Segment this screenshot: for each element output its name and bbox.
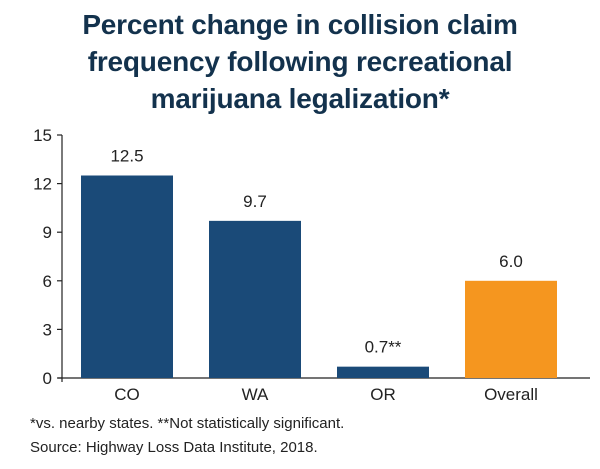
footnote-source: Source: Highway Loss Data Institute, 201… <box>30 439 318 456</box>
chart-title-line-2: frequency following recreational <box>87 46 513 77</box>
data-label: 9.7 <box>243 192 267 211</box>
bar-overall <box>465 280 557 378</box>
data-label: 6.0 <box>499 252 523 271</box>
bar-co <box>81 175 173 378</box>
chart-title-line-3: marijuana legalization* <box>150 83 450 114</box>
x-tick-label: OR <box>370 385 396 404</box>
y-tick-label: 15 <box>33 126 52 145</box>
data-label: 0.7** <box>365 338 402 357</box>
footnote-significance: *vs. nearby states. **Not statistically … <box>30 415 345 432</box>
bar-or <box>337 366 429 378</box>
y-tick-label: 9 <box>43 223 52 242</box>
y-tick-label: 6 <box>43 272 52 291</box>
data-label: 12.5 <box>110 147 143 166</box>
y-tick-label: 12 <box>33 175 52 194</box>
x-tick-label: CO <box>114 385 140 404</box>
y-tick-label: 0 <box>43 369 52 388</box>
bar-wa <box>209 220 301 378</box>
chart-title-line-1: Percent change in collision claim <box>82 9 518 40</box>
chart-title: Percent change in collision claim freque… <box>0 6 600 117</box>
x-tick-label: Overall <box>484 385 538 404</box>
x-tick-label: WA <box>242 385 269 404</box>
y-tick-label: 3 <box>43 320 52 339</box>
